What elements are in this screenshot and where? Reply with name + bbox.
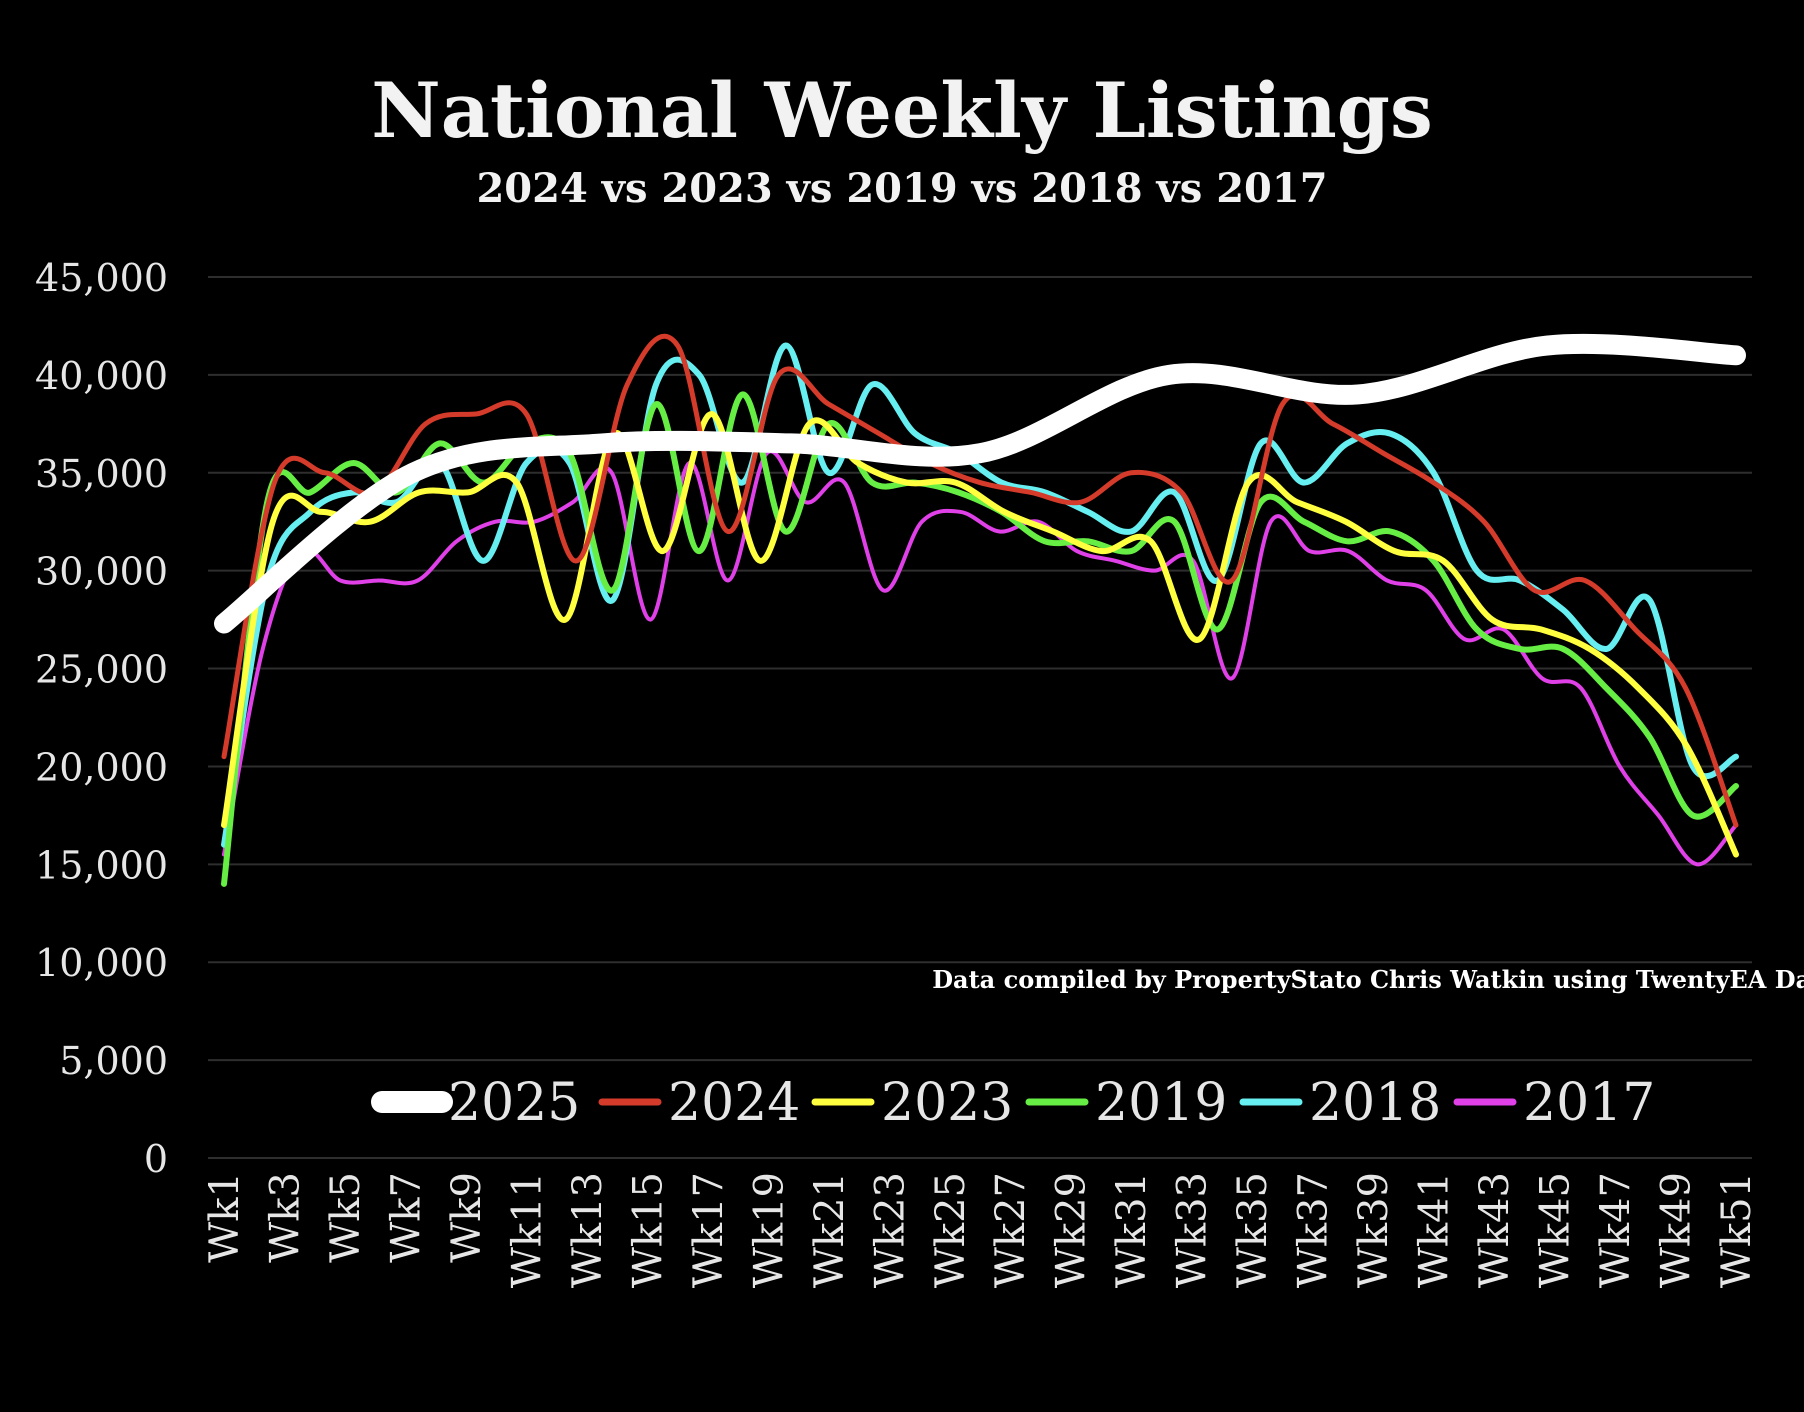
y-tick-label: 45,000 — [35, 256, 168, 300]
legend-label-2023: 2023 — [881, 1073, 1013, 1133]
y-tick-label: 40,000 — [35, 354, 168, 398]
chart-title: National Weekly Listings — [371, 66, 1433, 155]
x-tick-label: Wk43 — [1472, 1172, 1518, 1288]
x-tick-label: Wk51 — [1714, 1172, 1760, 1288]
series-lines — [214, 333, 1746, 887]
source-annotation: Data compiled by PropertyStato Chris Wat… — [932, 965, 1804, 994]
x-tick-label: Wk47 — [1593, 1172, 1639, 1288]
x-tick-label: Wk9 — [444, 1172, 490, 1263]
y-tick-label: 25,000 — [35, 648, 168, 692]
x-tick-label: Wk5 — [323, 1172, 369, 1263]
x-tick-label: Wk27 — [988, 1172, 1034, 1288]
gridlines — [208, 276, 1752, 1159]
y-tick-label: 35,000 — [35, 452, 168, 496]
series-line-2017 — [222, 449, 1738, 867]
x-tick-label: Wk39 — [1351, 1172, 1397, 1288]
x-tick-label: Wk15 — [625, 1172, 671, 1288]
chart-subtitle: 2024 vs 2023 vs 2019 vs 2018 vs 2017 — [476, 165, 1328, 212]
y-tick-label: 20,000 — [35, 745, 168, 789]
legend-label-2024: 2024 — [668, 1073, 800, 1133]
series-line-2019 — [221, 391, 1739, 887]
x-tick-label: Wk31 — [1109, 1172, 1155, 1288]
x-tick-label: Wk41 — [1412, 1172, 1458, 1288]
x-tick-label: Wk33 — [1170, 1172, 1216, 1288]
legend-label-2019: 2019 — [1095, 1073, 1227, 1133]
x-tick-label: Wk37 — [1291, 1172, 1337, 1288]
x-tick-label: Wk19 — [746, 1172, 792, 1288]
x-axis: Wk1 Wk3 Wk5 Wk7 Wk9 Wk11 Wk13 Wk15 Wk17 Wk19 Wk21 W… — [202, 1172, 1760, 1288]
x-tick-label: Wk21 — [807, 1172, 853, 1288]
series-line-2023 — [221, 411, 1739, 858]
x-tick-label: Wk29 — [1049, 1172, 1095, 1288]
y-tick-label: 10,000 — [35, 941, 168, 985]
y-tick-label: 30,000 — [35, 550, 168, 594]
x-tick-label: Wk1 — [202, 1172, 248, 1263]
y-tick-label: 15,000 — [35, 843, 168, 887]
x-tick-label: Wk3 — [262, 1172, 308, 1263]
series-line-2018 — [221, 342, 1739, 848]
series-line-2025 — [214, 333, 1746, 634]
y-tick-label: 0 — [144, 1137, 168, 1181]
x-tick-label: Wk11 — [504, 1172, 550, 1288]
x-tick-label: Wk13 — [565, 1172, 611, 1288]
y-tick-label: 5,000 — [59, 1039, 168, 1083]
x-tick-label: Wk17 — [686, 1172, 732, 1288]
legend: 2025 2024 2023 2019 2018 2017 — [371, 1073, 1655, 1133]
x-tick-label: Wk35 — [1230, 1172, 1276, 1288]
x-tick-label: Wk7 — [383, 1172, 429, 1263]
x-tick-label: Wk23 — [867, 1172, 913, 1288]
x-tick-label: Wk49 — [1654, 1172, 1700, 1288]
legend-label-2025: 2025 — [448, 1073, 580, 1133]
x-tick-label: Wk25 — [928, 1172, 974, 1288]
legend-label-2017: 2017 — [1523, 1073, 1655, 1133]
x-tick-label: Wk45 — [1533, 1172, 1579, 1288]
legend-label-2018: 2018 — [1309, 1073, 1441, 1133]
y-axis: 0 5,000 10,000 15,000 20,000 25,000 30,000 35,0… — [35, 256, 168, 1181]
